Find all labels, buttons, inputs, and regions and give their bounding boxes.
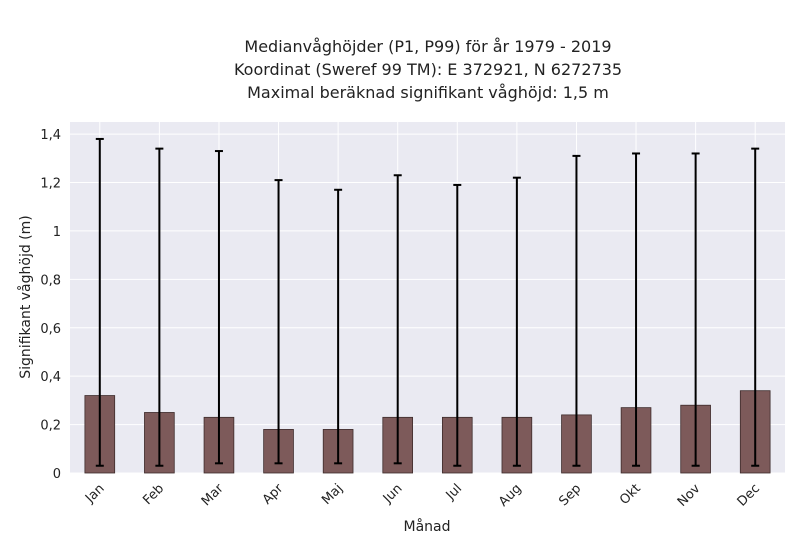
y-tick-label: 1,4 [40,128,61,143]
chart-title: Medianvåghöjder (P1, P99) för år 1979 - … [234,37,622,102]
x-tick-label: Feb [140,481,167,508]
y-tick-label: 1 [53,225,61,240]
y-tick-label: 0,6 [40,322,61,337]
x-tick-label: Jun [380,481,406,507]
x-tick-label: Jan [82,481,107,506]
x-tick-label: Sep [556,481,584,509]
title-line-2: Koordinat (Sweref 99 TM): E 372921, N 62… [234,60,622,79]
x-tick-label: Mar [199,481,227,509]
x-tick-label: Okt [617,481,644,508]
x-tick-label: Apr [260,481,287,508]
y-axis-label: Signifikant våghöjd (m) [17,215,34,378]
x-axis-ticks: Jan Feb Mar Apr Maj Jun Jul Aug Sep Okt Nov Dec [82,481,763,510]
x-tick-label: Jul [443,481,465,503]
y-tick-label: 0,8 [40,273,61,288]
y-tick-label: 0,2 [40,419,61,434]
x-tick-label: Maj [319,481,346,508]
y-tick-label: 0,4 [40,370,61,385]
y-tick-label: 0 [53,467,61,482]
title-line-3: Maximal beräknad signifikant våghöjd: 1,… [247,83,609,102]
x-tick-label: Aug [496,481,525,510]
error-bars [95,137,760,467]
x-tick-label: Nov [675,481,704,510]
x-axis-label: Månad [404,518,451,535]
title-line-1: Medianvåghöjder (P1, P99) för år 1979 - … [244,37,611,56]
plot-area [70,122,785,473]
y-tick-label: 1,2 [40,177,61,192]
y-axis-ticks: 0 0,2 0,4 0,6 0,8 1 1,2 1,4 [40,128,61,482]
x-tick-label: Dec [735,481,763,509]
